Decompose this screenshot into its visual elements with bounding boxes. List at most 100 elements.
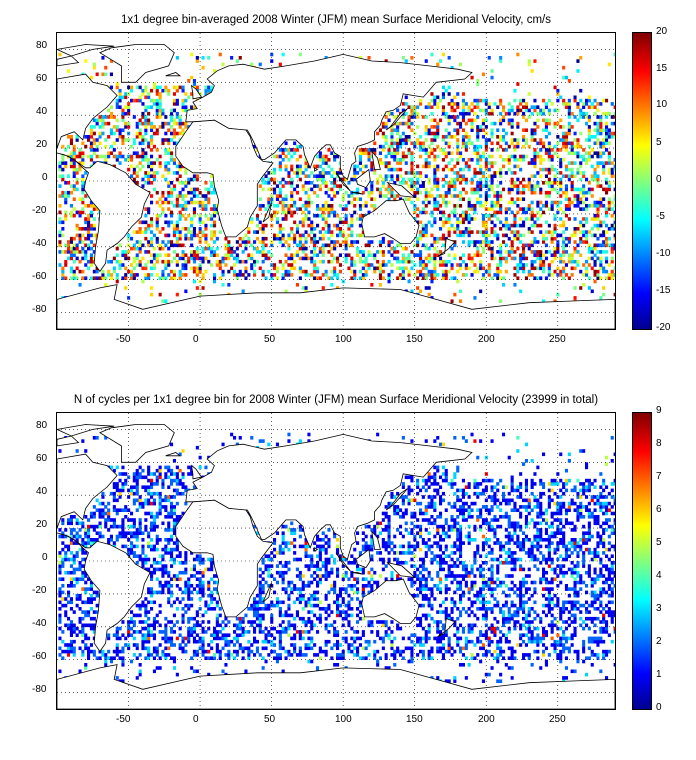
data-cell: [433, 256, 437, 261]
data-cell: [499, 102, 503, 106]
data-cell: [576, 118, 580, 123]
data-cell: [519, 190, 523, 195]
data-cell: [353, 646, 357, 651]
data-cell: [553, 623, 557, 628]
data-cell: [316, 616, 320, 621]
data-cell: [336, 174, 340, 178]
data-cell: [399, 626, 403, 631]
data-cell: [287, 236, 291, 241]
data-cell: [170, 158, 174, 162]
data-cell: [338, 187, 342, 192]
data-cell: [92, 626, 96, 631]
data-cell: [544, 181, 548, 185]
data-cell: [378, 151, 382, 155]
data-cell: [84, 59, 88, 63]
data-cell: [290, 643, 294, 647]
data-cell: [150, 236, 154, 241]
data-cell: [172, 141, 176, 146]
data-cell: [207, 200, 211, 205]
data-cell: [164, 131, 168, 136]
data-cell: [250, 620, 254, 624]
data-cell: [132, 98, 136, 103]
data-cell: [235, 273, 239, 277]
data-cell: [510, 676, 514, 680]
data-cell: [576, 102, 580, 106]
data-cell: [273, 656, 277, 660]
data-cell: [447, 233, 451, 238]
data-cell: [419, 174, 423, 178]
data-cell: [58, 243, 62, 248]
data-cell: [373, 253, 377, 257]
data-cell: [390, 620, 394, 624]
data-cell: [58, 626, 62, 631]
data-cell: [484, 138, 488, 142]
data-cell: [367, 154, 371, 159]
data-cell: [258, 197, 262, 201]
data-cell: [473, 98, 477, 103]
data-cell: [459, 197, 463, 201]
data-cell: [121, 154, 125, 159]
data-cell: [610, 135, 614, 139]
data-cell: [410, 105, 414, 109]
bottom-map-plot: [57, 413, 615, 709]
data-cell: [399, 167, 403, 172]
data-cell: [284, 194, 288, 198]
data-cell: [278, 161, 282, 165]
data-cell: [75, 233, 79, 238]
data-cell: [605, 115, 609, 119]
data-cell: [72, 253, 76, 257]
data-cell: [370, 148, 374, 152]
data-cell: [204, 197, 208, 201]
data-cell: [158, 111, 162, 116]
data-cell: [175, 141, 179, 146]
data-cell: [456, 227, 460, 231]
data-cell: [444, 154, 448, 159]
data-cell: [278, 62, 282, 67]
data-cell: [364, 256, 368, 261]
data-cell: [353, 210, 357, 215]
data-cell: [101, 273, 105, 277]
data-cell: [413, 190, 417, 195]
data-cell: [290, 154, 294, 159]
data-cell: [519, 266, 523, 271]
data-cell: [75, 243, 79, 248]
data-cell: [364, 263, 368, 267]
data-cell: [399, 158, 403, 162]
data-cell: [573, 230, 577, 234]
data-cell: [390, 187, 394, 192]
data-cell: [224, 636, 228, 641]
data-cell: [298, 220, 302, 225]
data-cell: [456, 643, 460, 647]
data-cell: [378, 273, 382, 277]
data-cell: [121, 128, 125, 132]
coastline: [57, 284, 615, 329]
data-cell: [499, 98, 503, 103]
data-cell: [72, 197, 76, 201]
data-cell: [67, 653, 71, 657]
data-cell: [410, 128, 414, 132]
data-cell: [447, 616, 451, 621]
data-cell: [255, 223, 259, 228]
data-cell: [536, 200, 540, 205]
data-cell: [87, 656, 91, 660]
data-cell: [464, 639, 468, 644]
data-cell: [424, 210, 428, 215]
data-cell: [487, 273, 491, 277]
data-cell: [427, 292, 431, 297]
data-cell: [138, 85, 142, 90]
data-cell: [69, 256, 73, 261]
data-cell: [424, 630, 428, 634]
data-cell: [150, 623, 154, 628]
data-cell: [204, 236, 208, 241]
data-cell: [587, 98, 591, 103]
data-cell: [513, 111, 517, 116]
data-cell: [215, 204, 219, 208]
cbar-tick: 10: [656, 99, 668, 110]
data-cell: [547, 158, 551, 162]
data-cell: [499, 138, 503, 142]
data-cell: [215, 646, 219, 651]
data-cell: [295, 230, 299, 234]
data-cell: [181, 213, 185, 218]
data-cell: [298, 236, 302, 241]
data-cell: [562, 65, 566, 70]
